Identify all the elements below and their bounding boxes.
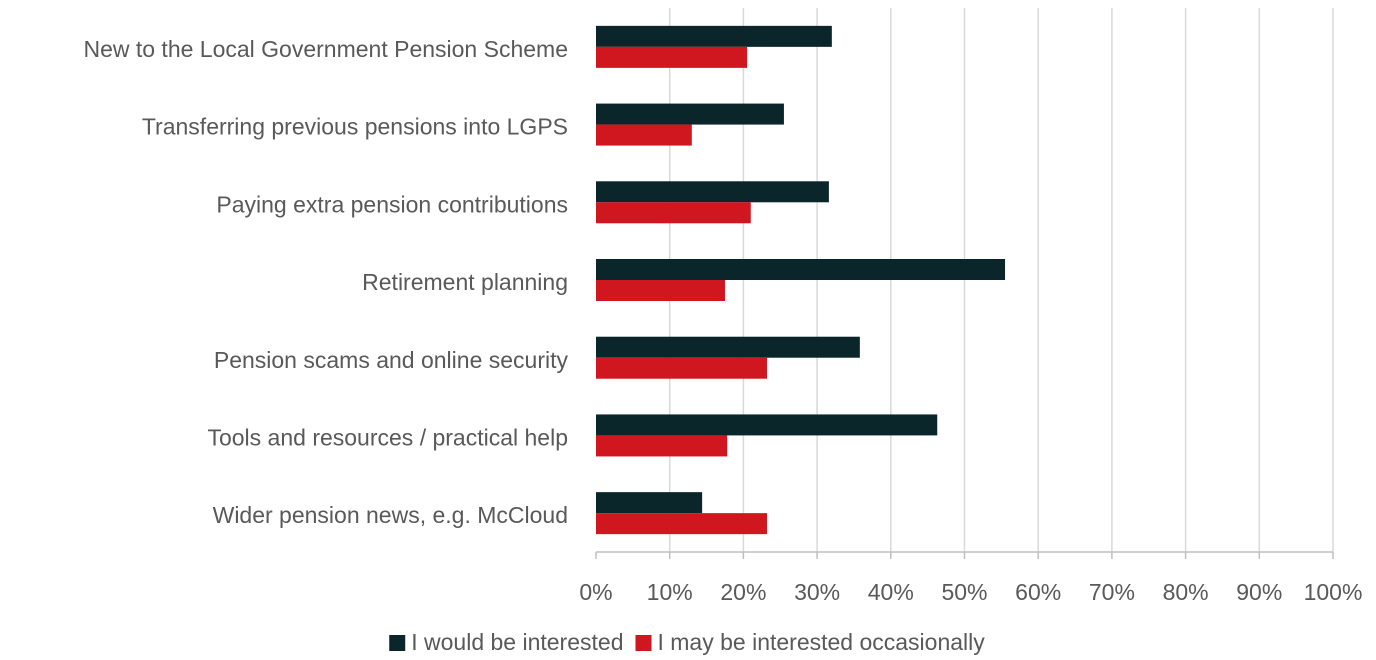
legend-swatch — [389, 635, 406, 651]
y-tick-label: Tools and resources / practical help — [207, 425, 568, 451]
y-tick-label: New to the Local Government Pension Sche… — [83, 36, 568, 62]
x-tick-label: 90% — [1236, 579, 1282, 605]
y-tick-label: Pension scams and online security — [214, 347, 569, 373]
bar — [596, 513, 767, 535]
x-tick-label: 0% — [579, 579, 612, 605]
x-tick-label: 40% — [868, 579, 914, 605]
y-tick-label: Retirement planning — [362, 269, 568, 295]
x-tick-label: 20% — [720, 579, 766, 605]
bar — [596, 357, 767, 379]
x-tick-label: 70% — [1089, 579, 1135, 605]
bar — [596, 435, 728, 457]
bar — [596, 124, 692, 146]
x-tick-label: 50% — [941, 579, 987, 605]
x-tick-label: 100% — [1304, 579, 1363, 605]
bar — [596, 181, 829, 203]
bar — [596, 46, 748, 68]
bar — [596, 414, 938, 436]
bar — [596, 492, 703, 514]
x-tick-label: 60% — [1015, 579, 1061, 605]
bar — [596, 25, 832, 47]
y-tick-label: Paying extra pension contributions — [216, 191, 568, 217]
bar — [596, 280, 725, 301]
bar — [596, 202, 751, 224]
y-tick-label: Transferring previous pensions into LGPS — [142, 114, 568, 140]
legend-label: I would be interested — [411, 629, 623, 655]
bar — [596, 103, 784, 125]
legend-swatch — [635, 635, 652, 651]
bar — [596, 336, 860, 358]
bar — [596, 259, 1006, 280]
legend-label: I may be interested occasionally — [657, 629, 985, 655]
x-tick-label: 80% — [1163, 579, 1209, 605]
y-tick-label: Wider pension news, e.g. McCloud — [213, 502, 568, 528]
x-tick-label: 30% — [794, 579, 840, 605]
x-tick-label: 10% — [647, 579, 693, 605]
